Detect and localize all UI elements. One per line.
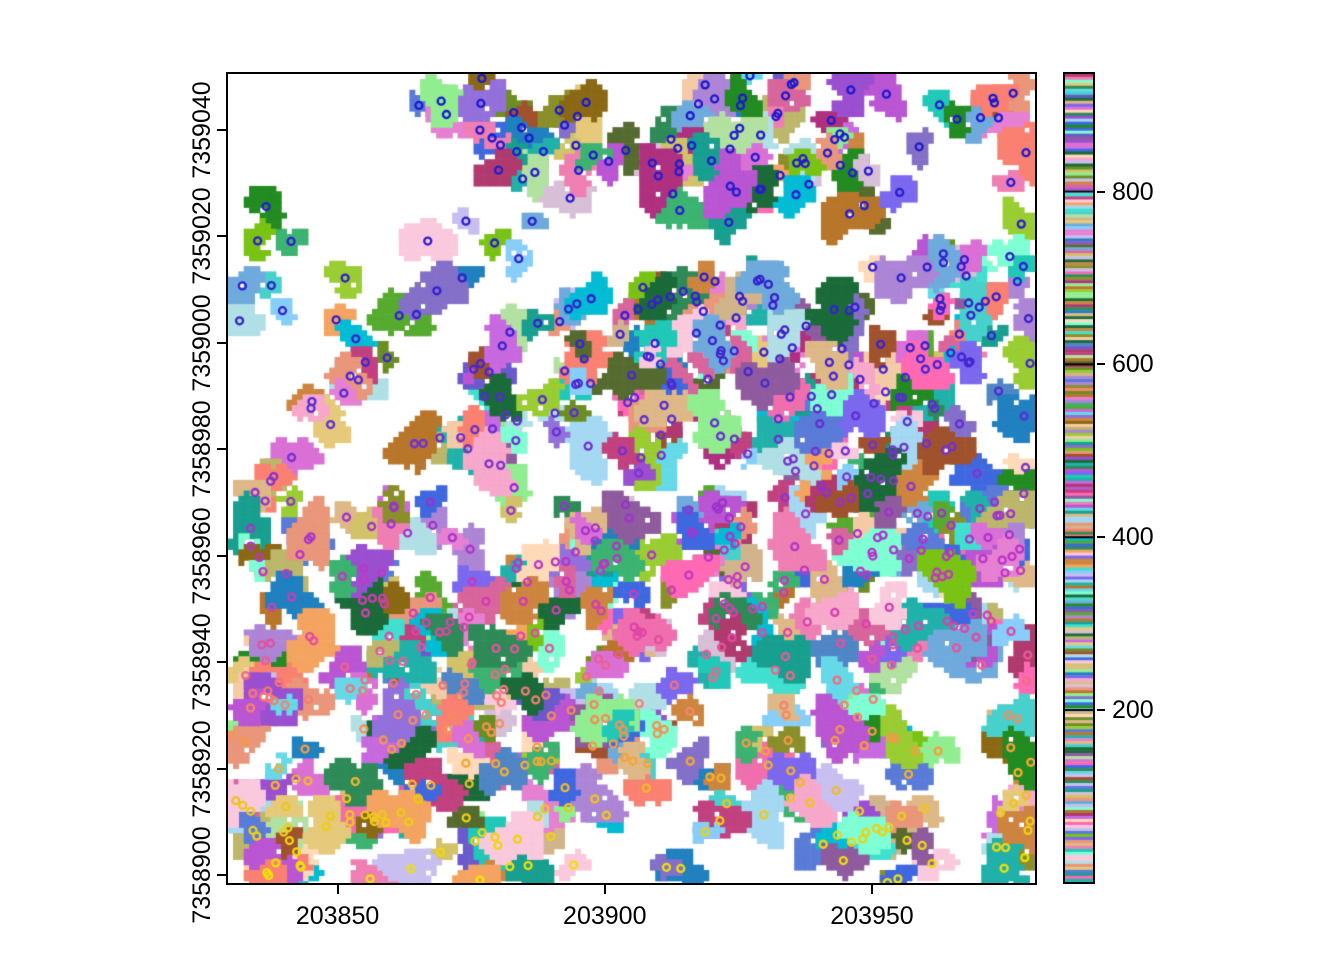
y-tick-mark	[217, 341, 226, 344]
colorbar-canvas	[1065, 74, 1093, 882]
colorbar-tick-mark	[1097, 536, 1105, 539]
y-tick-mark	[217, 235, 226, 238]
colorbar-tick-label: 400	[1112, 523, 1154, 552]
y-tick-mark	[217, 448, 226, 451]
y-tick-mark	[217, 661, 226, 664]
map-plot-frame	[226, 72, 1037, 885]
x-tick-mark	[603, 885, 606, 894]
x-tick-mark	[336, 885, 339, 894]
y-tick-mark	[217, 874, 226, 877]
y-tick-mark	[217, 128, 226, 131]
y-tick-mark	[217, 554, 226, 557]
colorbar-tick-label: 800	[1112, 177, 1154, 206]
x-tick-label: 203900	[563, 902, 647, 930]
colorbar-tick-mark	[1097, 709, 1105, 712]
y-tick-label: 7359040	[188, 81, 216, 179]
x-tick-label: 203950	[830, 902, 914, 930]
colorbar-tick-label: 600	[1112, 350, 1154, 379]
colorbar-frame	[1063, 72, 1095, 884]
colorbar-tick-label: 200	[1112, 696, 1154, 725]
segmentation-map-canvas	[228, 74, 1035, 883]
y-tick-mark	[217, 767, 226, 770]
x-tick-mark	[870, 885, 873, 894]
colorbar-tick-mark	[1097, 363, 1105, 366]
colorbar-tick-mark	[1097, 190, 1105, 193]
x-tick-label: 203850	[295, 902, 380, 930]
